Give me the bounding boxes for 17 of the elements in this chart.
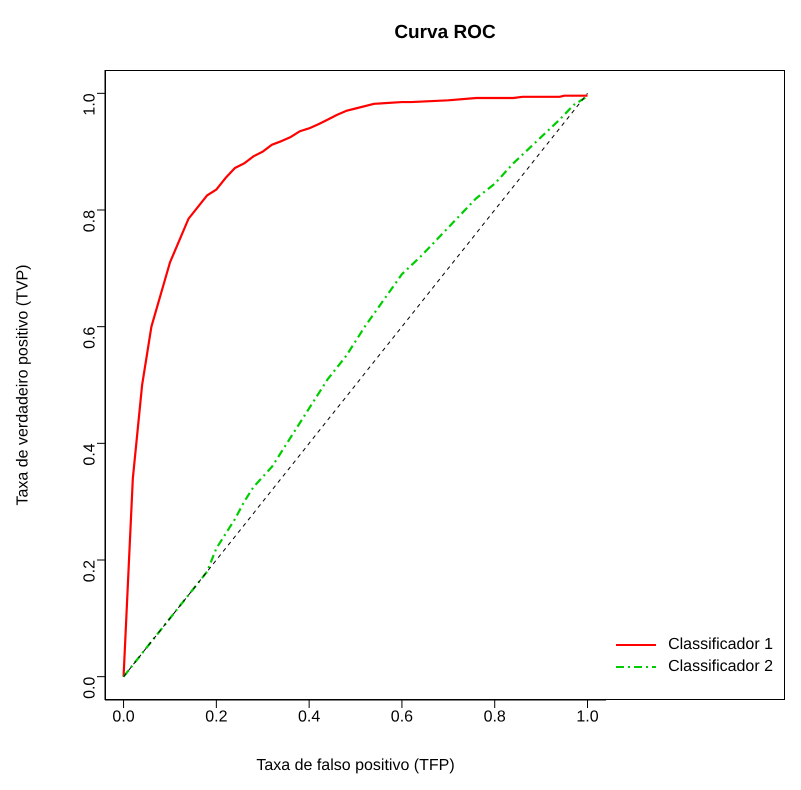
x-tick-label: 0.6 xyxy=(390,708,414,726)
x-axis-title: Taxa de falso positivo (TFP) xyxy=(256,757,455,774)
x-tick-label: 0.0 xyxy=(112,708,135,726)
y-tick-label: 0.8 xyxy=(82,210,99,232)
x-tick-label: 0.2 xyxy=(205,708,228,726)
legend-label: Classificador 1 xyxy=(668,635,773,655)
x-tick-label: 0.4 xyxy=(298,708,320,726)
y-tick-label: 0.0 xyxy=(82,676,99,699)
y-axis-title: Taxa de verdadeiro positivo (TVP) xyxy=(14,264,32,506)
chart-title: Curva ROC xyxy=(393,22,497,44)
y-tick-label: 0.4 xyxy=(82,443,99,466)
x-tick-label: 1.0 xyxy=(576,708,599,726)
x-tick-label: 0.8 xyxy=(484,708,506,726)
y-tick-label: 0.6 xyxy=(82,326,99,349)
legend-label: Classificador 2 xyxy=(668,657,773,677)
y-tick-label: 1.0 xyxy=(82,93,99,116)
y-tick-label: 0.2 xyxy=(82,560,99,582)
